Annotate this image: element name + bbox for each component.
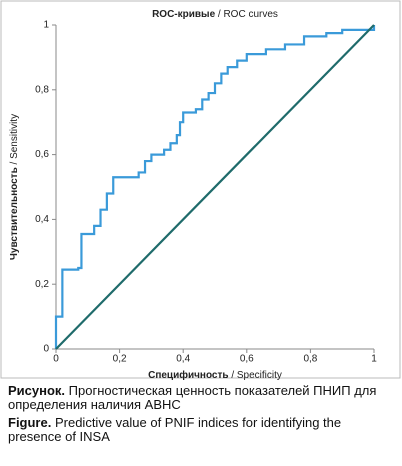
x-tick-label: 0,2	[113, 354, 127, 365]
xlabel-rest: / Specificity	[231, 370, 282, 380]
title-bold: ROC-кривые	[152, 9, 216, 20]
y-tick-label: 0,4	[35, 214, 49, 225]
caption-text: Predictive value of PNIF indices for ide…	[8, 415, 342, 444]
x-tick-label: 1	[371, 354, 377, 365]
caption-text: Прогностическая ценность показателей ПНИ…	[8, 383, 377, 412]
caption-en: Figure. Predictive value of PNIF indices…	[8, 416, 396, 444]
chart-title: ROC-кривые / ROC curves	[152, 9, 278, 20]
ylabel-bold: Чувствительность	[9, 167, 20, 260]
xlabel-bold: Специфичность	[148, 369, 228, 380]
y-tick-label: 1	[43, 20, 49, 31]
caption-ru: Рисунок. Прогностическая ценность показа…	[8, 384, 396, 412]
x-axis-label: Специфичность / Specificity	[148, 369, 282, 380]
caption: Рисунок. Прогностическая ценность показа…	[8, 384, 396, 448]
ylabel-rest: / Sensitivity	[9, 114, 20, 165]
roc-line	[54, 25, 376, 349]
x-tick-label: 0	[53, 354, 59, 365]
caption-label: Рисунок.	[8, 383, 66, 398]
caption-label: Figure.	[8, 415, 52, 430]
chart-frame	[0, 0, 401, 379]
x-tick-label: 0,8	[303, 354, 317, 365]
chart: ROC-кривые / ROC curves Специфичность / …	[0, 0, 401, 380]
y-tick-label: 0	[43, 344, 49, 355]
y-tick-label: 0,2	[35, 279, 49, 290]
y-tick-label: 0,8	[35, 84, 49, 95]
x-tick-label: 0,4	[176, 354, 190, 365]
title-rest: / ROC curves	[218, 9, 278, 20]
y-axis-label: Чувствительность / Sensitivity	[9, 114, 20, 260]
x-tick-label: 0,6	[240, 354, 254, 365]
roc-line	[55, 24, 375, 350]
y-tick-label: 0,6	[35, 149, 49, 160]
